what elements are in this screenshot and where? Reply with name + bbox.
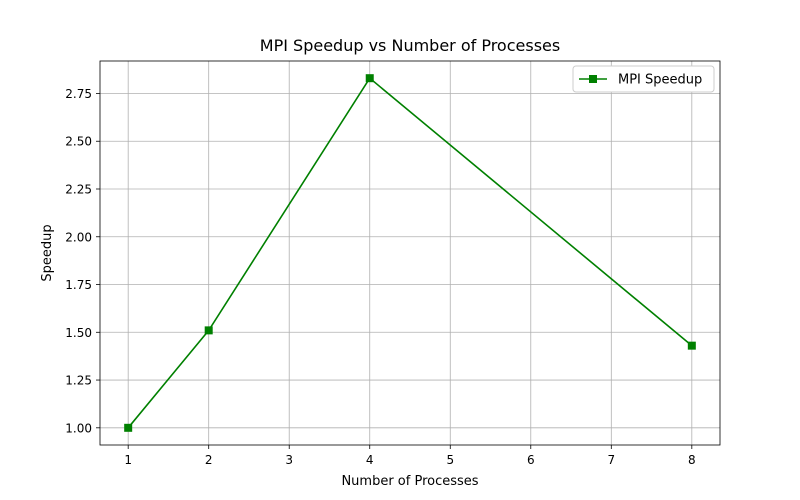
x-tick-label: 2 [205, 453, 213, 467]
legend: MPI Speedup [572, 65, 715, 93]
legend-entry-mpi-speedup: MPI Speedup [618, 73, 702, 88]
legend-marker-swatch [589, 75, 597, 83]
grid-lines [100, 61, 720, 445]
y-tick-label: 1.00 [65, 421, 92, 435]
x-tick-label: 5 [446, 453, 454, 467]
y-tick-label: 2.75 [65, 87, 92, 101]
y-axis-ticks: 1.00 1.25 1.50 1.75 2.00 2.25 2.50 2.75 [65, 87, 100, 435]
x-axis-label: Number of Processes [341, 474, 478, 489]
data-point [204, 326, 213, 335]
data-point [687, 341, 696, 350]
x-tick-label: 3 [285, 453, 293, 467]
legend-box [572, 65, 715, 93]
x-tick-label: 6 [527, 453, 535, 467]
y-tick-label: 2.00 [65, 230, 92, 244]
y-tick-label: 2.50 [65, 135, 92, 149]
plot-area-frame [99, 60, 721, 446]
x-tick-label: 1 [124, 453, 132, 467]
data-point [124, 423, 133, 432]
y-axis-label: Speedup [40, 224, 55, 281]
y-tick-label: 1.50 [65, 326, 92, 340]
data-series [124, 74, 696, 432]
x-tick-label: 7 [607, 453, 615, 467]
x-axis-ticks: 1 2 3 4 5 6 7 8 [124, 445, 696, 467]
series-line [127, 76, 693, 429]
x-tick-label: 8 [688, 453, 696, 467]
chart-title: MPI Speedup vs Number of Processes [260, 36, 560, 55]
x-tick-label: 4 [366, 453, 374, 467]
y-tick-label: 2.25 [65, 183, 92, 197]
data-point [365, 74, 374, 83]
y-tick-label: 1.25 [65, 374, 92, 388]
y-tick-label: 1.75 [65, 278, 92, 292]
